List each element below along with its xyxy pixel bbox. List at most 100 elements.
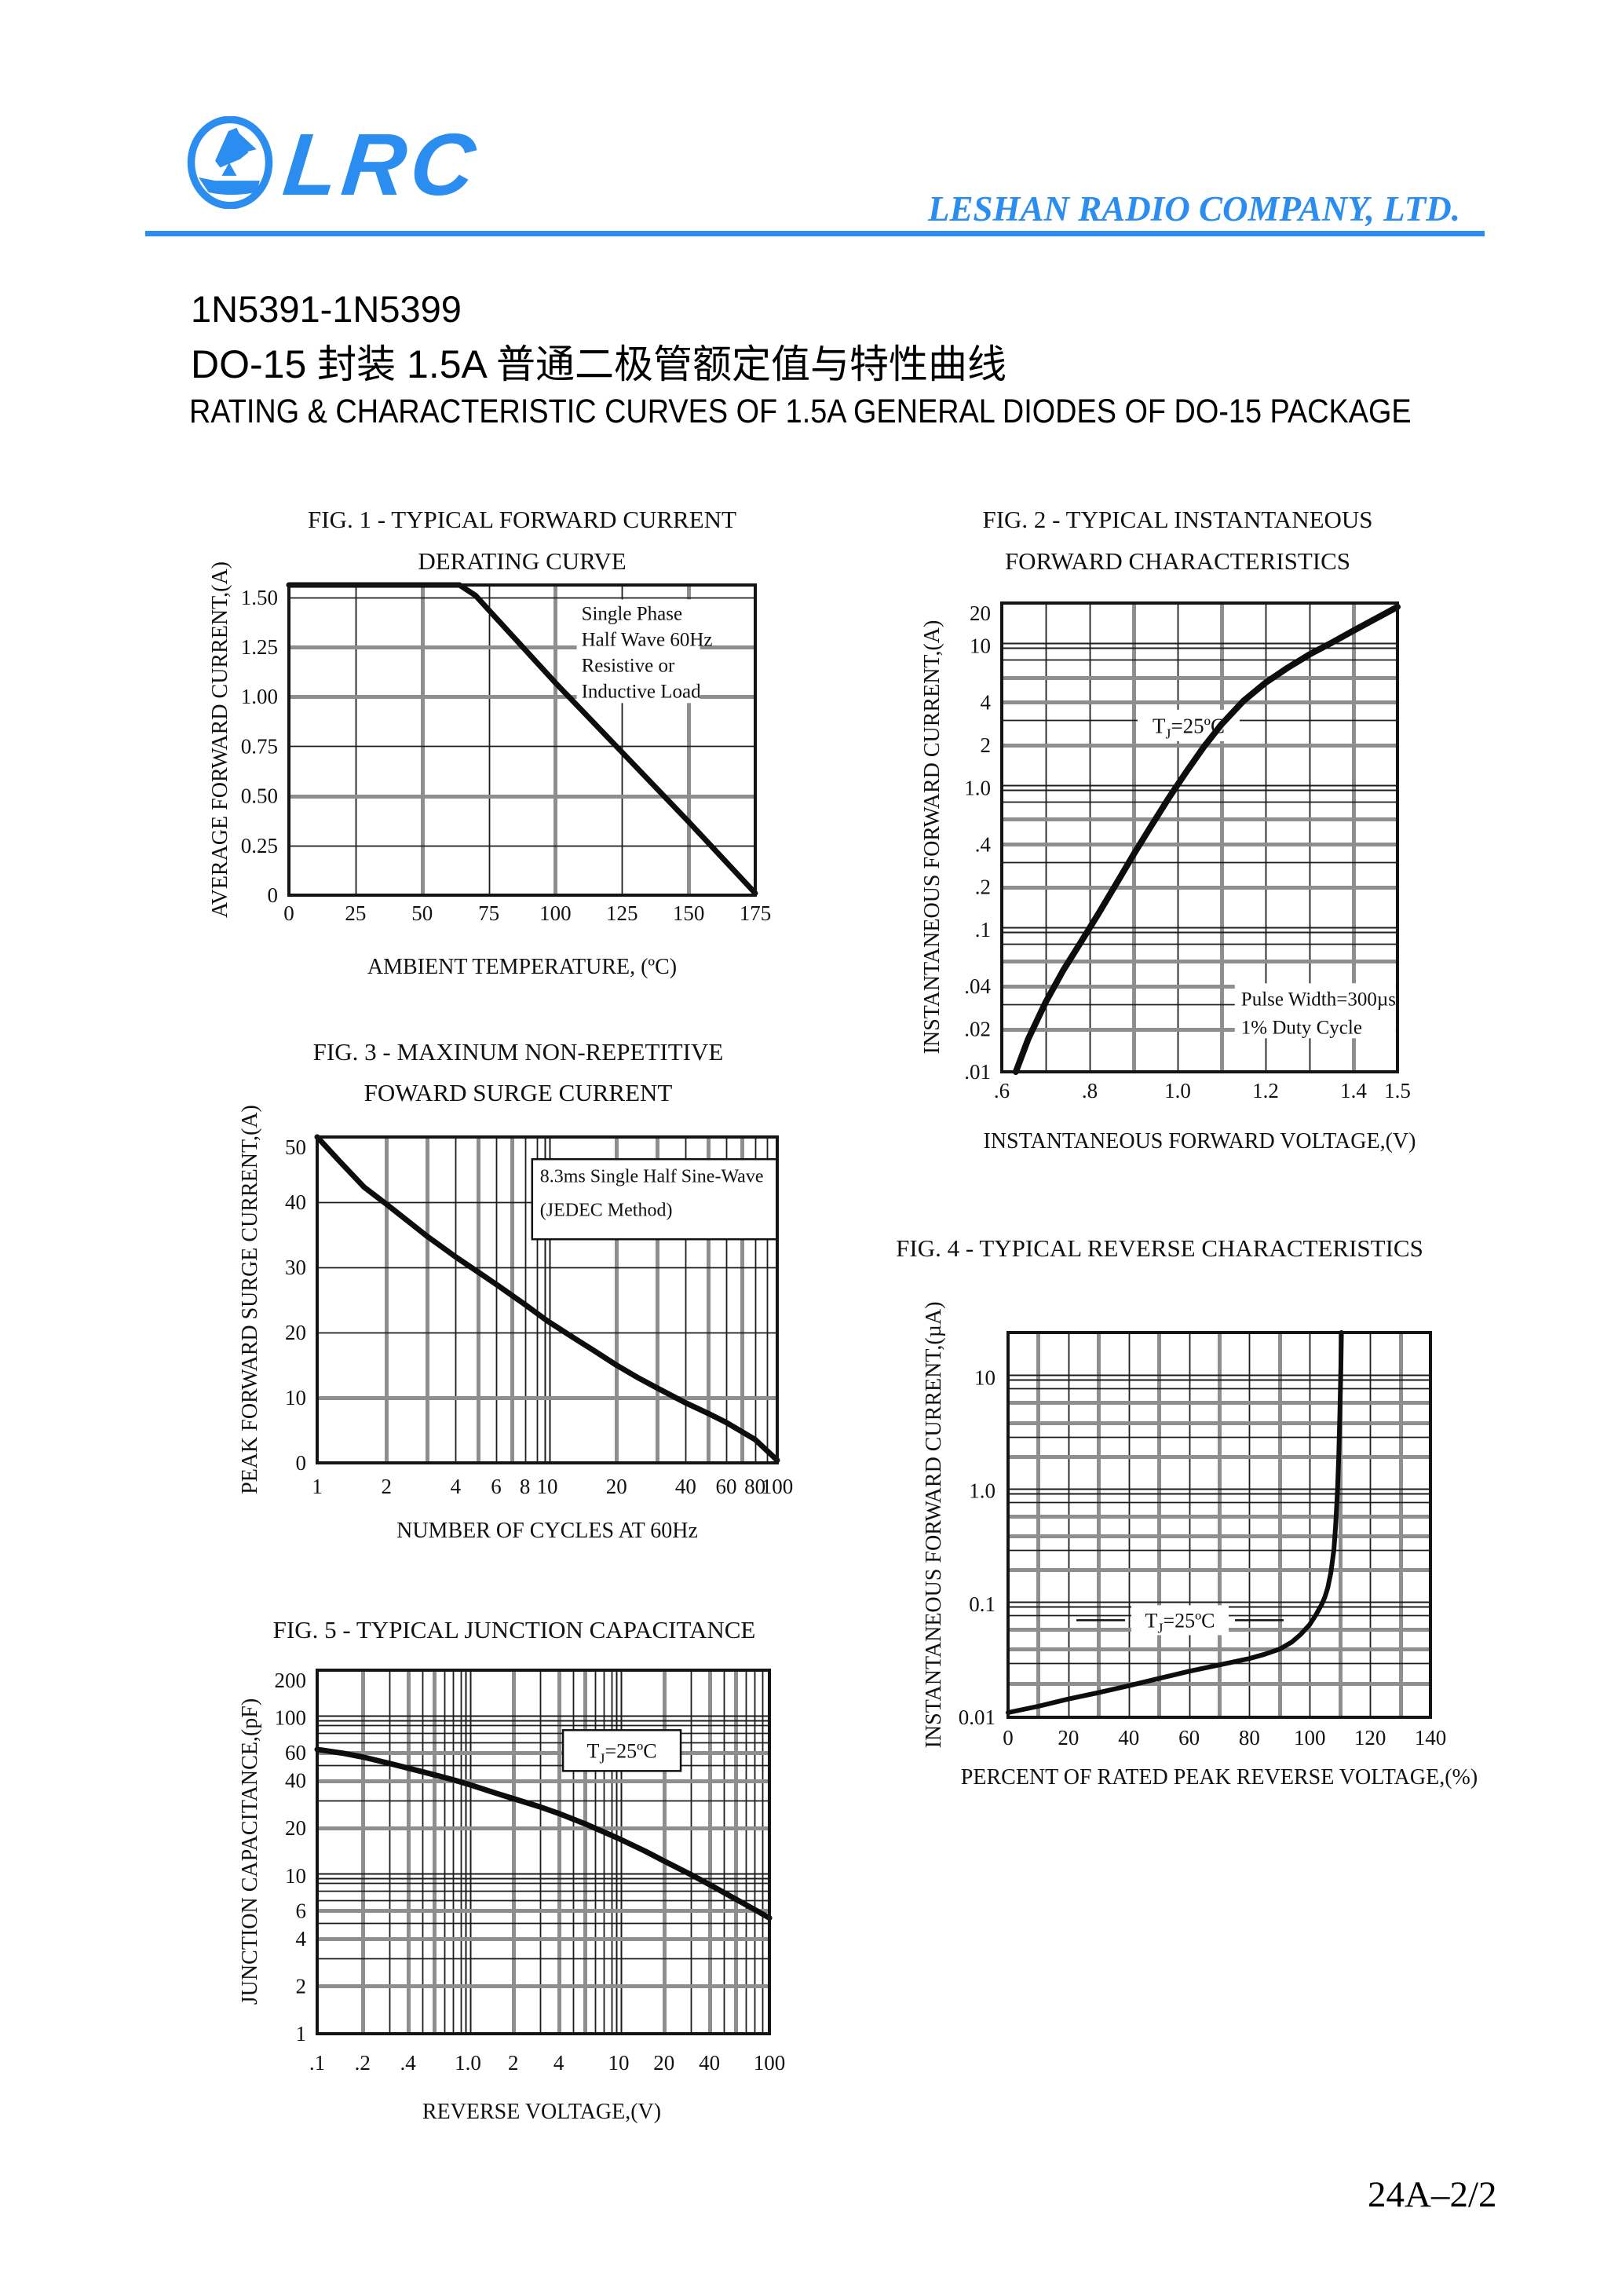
- fig3-y-tick: 20: [285, 1321, 306, 1344]
- fig2-annotation: TJ=25ºC: [1153, 714, 1225, 741]
- fig5-curve: [314, 1746, 773, 1921]
- fig2-title-line: FIG. 2 - TYPICAL INSTANTANEOUS: [982, 506, 1372, 533]
- fig2-x-tick: .8: [1082, 1079, 1098, 1102]
- fig2-x-tick: .6: [994, 1079, 1010, 1102]
- fig3-title-line: FOWARD SURGE CURRENT: [364, 1079, 673, 1106]
- fig1-annotation-text: Inductive Load: [582, 681, 702, 702]
- fig4-x-tick: 20: [1058, 1726, 1079, 1749]
- fig1-y-tick: 1.50: [241, 586, 278, 609]
- fig3-x-tick: 40: [675, 1475, 696, 1498]
- fig1-annotation-text: Half Wave 60Hz: [582, 629, 713, 650]
- fig4-annotation-box: [1131, 1605, 1229, 1636]
- fig5-grid: [317, 1670, 769, 2034]
- fig4-y-tick: 0.1: [969, 1592, 995, 1616]
- fig5-tick-labels: .1 .2 .4 1.0 2 4 10 20 40 100 200 100 60 40 20 10 6 4 2 1: [275, 1669, 786, 2075]
- fig1-title-line: DERATING CURVE: [418, 547, 626, 575]
- fig4-x-tick: 0: [1003, 1726, 1014, 1749]
- fig2-curve: [1012, 603, 1401, 1075]
- fig3-annotation: 8.3ms Single Half Sine-Wave (JEDEC Method…: [540, 1166, 764, 1220]
- fig5-x-tick: 100: [754, 2051, 786, 2075]
- page-number: 24A–2/2: [1368, 2174, 1497, 2215]
- fig5-title-line: FIG. 5 - TYPICAL JUNCTION CAPACITANCE: [273, 1616, 756, 1643]
- fig1-x-tick: 125: [606, 901, 638, 925]
- fig4-grid: [1008, 1333, 1430, 1717]
- fig2-annotation-text: 1% Duty Cycle: [1241, 1017, 1362, 1038]
- fig3-x-tick: 20: [606, 1475, 627, 1498]
- fig4-x-tick: 60: [1178, 1726, 1200, 1749]
- fig4-tick-labels: 0 20 40 60 80 100 120 140 10 1.0 0.1 0.01: [959, 1366, 1447, 1749]
- fig4-curve: [1006, 1330, 1344, 1715]
- fig1: Single Phase Half Wave 60Hz Resistive or In…: [208, 506, 771, 979]
- fig5-x-tick: .2: [355, 2051, 371, 2075]
- fig4-x-axis-title: PERCENT OF RATED PEAK REVERSE VOLTAGE,(%…: [961, 1765, 1478, 1790]
- fig2-y-tick: .02: [964, 1018, 991, 1041]
- fig1-annotation-text: Resistive or: [582, 655, 675, 676]
- fig2-x-tick: 1.4: [1340, 1079, 1367, 1102]
- fig4-y-tick: 0.01: [959, 1706, 995, 1729]
- fig2-tick-labels: .6 .8 1.0 1.2 1.4 1.5 20 10 4 2 1.0 .4 .2 .1 .04 .02 .01: [964, 601, 1411, 1102]
- fig3-curve: [314, 1134, 780, 1464]
- fig3-y-tick: 40: [285, 1190, 306, 1214]
- fig3-title-line: FIG. 3 - MAXINUM NON-REPETITIVE: [313, 1038, 724, 1066]
- fig1-x-tick: 150: [673, 901, 705, 925]
- fig1-y-tick: 0.75: [241, 734, 278, 758]
- fig4-x-tick: 100: [1294, 1726, 1326, 1749]
- fig2-annotation: Pulse Width=300µs 1% Duty Cycle: [1241, 989, 1396, 1038]
- fig5-y-tick: 40: [285, 1769, 306, 1793]
- fig2-y-tick: .4: [975, 832, 992, 856]
- fig2-y-tick: 4: [981, 690, 992, 714]
- fig5-x-tick: 1.0: [455, 2051, 481, 2075]
- fig1-title-line: FIG. 1 - TYPICAL FORWARD CURRENT: [308, 506, 736, 533]
- fig1-y-tick: 1.00: [241, 685, 278, 708]
- fig5: TJ=25ºC .1 .2 .4 1.0 2 4 10 20 40 100 200 100 60 40 20 1…: [238, 1616, 785, 2124]
- fig2-y-tick: 20: [970, 601, 991, 625]
- part-number-title: 1N5391-1N5399: [191, 288, 462, 330]
- fig1-y-tick: 0.25: [241, 834, 278, 857]
- fig2-annotation-box: [1234, 983, 1396, 1039]
- fig2-y-axis-title: INSTANTANEOUS FORWARD CURRENT,(A): [920, 620, 944, 1055]
- fig1-y-tick: 0.50: [241, 784, 278, 808]
- fig5-y-tick: 200: [275, 1669, 307, 1692]
- fig5-y-tick: 1: [296, 2022, 307, 2046]
- fig3-plot-border: [316, 1135, 779, 1464]
- fig1-x-tick: 0: [283, 901, 294, 925]
- fig2-title-line: FORWARD CHARACTERISTICS: [1005, 547, 1350, 575]
- fig3-x-tick: 4: [451, 1475, 462, 1498]
- english-title: RATING & CHARACTERISTIC CURVES OF 1.5A G…: [189, 393, 1412, 430]
- fig3-x-tick: 2: [381, 1475, 392, 1498]
- fig3-x-tick: 80: [744, 1475, 765, 1498]
- fig4-y-tick: 10: [974, 1366, 995, 1389]
- fig1-x-tick: 175: [740, 901, 772, 925]
- fig4-annotation: TJ=25ºC: [1076, 1609, 1284, 1636]
- fig5-y-tick: 10: [285, 1864, 306, 1888]
- fig5-x-tick: .1: [309, 2051, 325, 2075]
- fig3-y-tick: 30: [285, 1256, 306, 1279]
- fig5-y-tick: 20: [285, 1816, 306, 1840]
- fig3-x-tick: 8: [520, 1475, 531, 1498]
- fig5-x-tick: 4: [553, 2051, 564, 2075]
- fig4-y-axis-title: INSTANTANEOUS FORWARD CURRENT,(µA): [922, 1302, 946, 1749]
- fig1-y-tick: 1.25: [241, 635, 278, 659]
- fig5-x-tick: .4: [400, 2051, 416, 2075]
- fig1-x-axis-title: AMBIENT TEMPERATURE, (ºC): [367, 955, 677, 979]
- fig1-x-tick: 25: [345, 901, 366, 925]
- fig4: TJ=25ºC 0 20 40 60 80 100 120 140 10 1.0 0.1 0.01 PER…: [896, 1234, 1478, 1790]
- fig5-x-tick: 10: [608, 2051, 630, 2075]
- fig4-y-tick: 1.0: [969, 1479, 995, 1503]
- fig4-x-tick: 40: [1118, 1726, 1139, 1749]
- fig2-annotation-text: TJ=25ºC: [1153, 714, 1225, 741]
- fig3-y-tick: 50: [285, 1135, 306, 1159]
- fig4-x-tick: 80: [1239, 1726, 1260, 1749]
- fig3-x-tick: 6: [491, 1475, 502, 1498]
- fig2-y-tick: 10: [970, 634, 991, 657]
- fig2-y-tick: 2: [981, 733, 992, 757]
- fig5-annotation-text: TJ=25ºC: [587, 1739, 657, 1766]
- fig2-x-axis-title: INSTANTANEOUS FORWARD VOLTAGE,(V): [984, 1129, 1416, 1153]
- fig1-x-tick: 50: [411, 901, 433, 925]
- fig5-annotation-box: [561, 1729, 682, 1772]
- fig2-x-tick: 1.2: [1252, 1079, 1279, 1102]
- fig2-x-tick: 1.5: [1384, 1079, 1411, 1102]
- fig5-x-tick: 2: [508, 2051, 519, 2075]
- fig5-x-tick: 40: [699, 2051, 720, 2075]
